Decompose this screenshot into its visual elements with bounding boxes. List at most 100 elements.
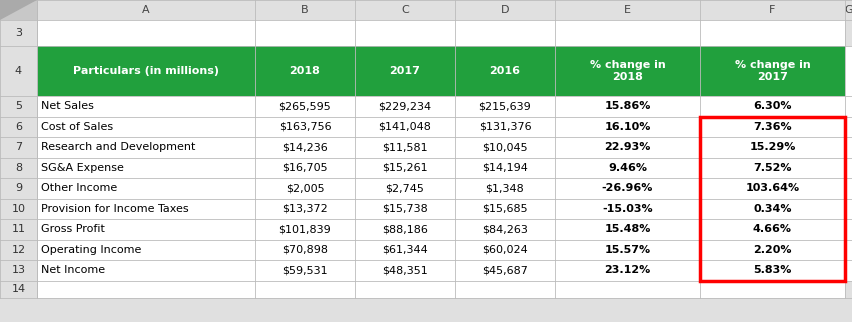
Text: 7.52%: 7.52% (752, 163, 791, 173)
Bar (699, 157, 844, 178)
Text: % change in
2017: % change in 2017 (734, 60, 809, 82)
Bar (454, 117, 555, 137)
Text: $13,372: $13,372 (282, 204, 327, 214)
Bar (0, 137, 37, 157)
Bar (454, 178, 555, 198)
Bar (0, 260, 37, 280)
Bar (255, 96, 354, 117)
Bar (354, 157, 454, 178)
Text: Operating Income: Operating Income (41, 245, 141, 255)
Text: SG&A Expense: SG&A Expense (41, 163, 124, 173)
Bar (37, 198, 255, 219)
Bar (454, 240, 555, 260)
Bar (844, 240, 852, 260)
Bar (354, 240, 454, 260)
Text: 2017: 2017 (389, 66, 420, 76)
Bar (844, 219, 852, 240)
Text: $215,639: $215,639 (478, 101, 531, 111)
Text: $48,351: $48,351 (382, 265, 428, 275)
Bar (0, 157, 37, 178)
Text: $10,045: $10,045 (481, 142, 527, 152)
Text: 15.57%: 15.57% (604, 245, 650, 255)
Text: 4.66%: 4.66% (752, 224, 791, 234)
Text: $60,024: $60,024 (481, 245, 527, 255)
Bar (0, 280, 37, 298)
Text: 15.86%: 15.86% (603, 101, 650, 111)
Bar (37, 219, 255, 240)
Bar (255, 137, 354, 157)
Bar (354, 96, 454, 117)
Bar (699, 137, 844, 157)
Text: 14: 14 (11, 284, 26, 294)
Text: 2018: 2018 (289, 66, 320, 76)
Text: 5: 5 (15, 101, 22, 111)
Text: -26.96%: -26.96% (602, 183, 653, 193)
Bar (555, 96, 699, 117)
Bar (37, 178, 255, 198)
Text: 9.46%: 9.46% (607, 163, 646, 173)
Bar (354, 46, 454, 96)
Bar (37, 137, 255, 157)
Text: Provision for Income Taxes: Provision for Income Taxes (41, 204, 188, 214)
Text: Research and Development: Research and Development (41, 142, 195, 152)
Text: F: F (769, 5, 774, 15)
Text: $15,685: $15,685 (481, 204, 527, 214)
Text: $163,756: $163,756 (279, 122, 331, 132)
Bar (0, 46, 37, 96)
Bar (844, 260, 852, 280)
Text: $16,705: $16,705 (282, 163, 327, 173)
Bar (255, 198, 354, 219)
Bar (844, 280, 852, 298)
Bar (699, 46, 844, 96)
Text: $14,236: $14,236 (282, 142, 327, 152)
Text: 11: 11 (11, 224, 26, 234)
Bar (0, 219, 37, 240)
Bar (699, 198, 844, 219)
Bar (255, 117, 354, 137)
Bar (699, 219, 844, 240)
Polygon shape (0, 0, 37, 20)
Text: $59,531: $59,531 (282, 265, 327, 275)
Bar (354, 219, 454, 240)
Text: 16.10%: 16.10% (603, 122, 650, 132)
Text: 3: 3 (15, 28, 22, 38)
Text: 5.83%: 5.83% (752, 265, 791, 275)
Text: 22.93%: 22.93% (603, 142, 650, 152)
Text: $229,234: $229,234 (378, 101, 431, 111)
Bar (844, 20, 852, 46)
Text: Cost of Sales: Cost of Sales (41, 122, 113, 132)
Text: 6: 6 (15, 122, 22, 132)
Text: $15,738: $15,738 (382, 204, 428, 214)
Bar (844, 157, 852, 178)
Text: 2.20%: 2.20% (752, 245, 791, 255)
Bar (255, 219, 354, 240)
Text: 2016: 2016 (489, 66, 520, 76)
Text: E: E (624, 5, 630, 15)
Text: A: A (142, 5, 150, 15)
Text: $1,348: $1,348 (485, 183, 524, 193)
Text: $11,581: $11,581 (382, 142, 428, 152)
Bar (555, 46, 699, 96)
Text: $2,745: $2,745 (385, 183, 424, 193)
Bar (699, 260, 844, 280)
Bar (255, 46, 354, 96)
Text: -15.03%: -15.03% (602, 204, 652, 214)
Bar (555, 137, 699, 157)
Text: $101,839: $101,839 (279, 224, 331, 234)
Bar (555, 157, 699, 178)
Bar (844, 178, 852, 198)
Bar (555, 240, 699, 260)
Text: B: B (301, 5, 308, 15)
Text: $84,263: $84,263 (481, 224, 527, 234)
Bar (0, 198, 37, 219)
Bar (0, 178, 37, 198)
Bar (844, 198, 852, 219)
Bar (37, 46, 255, 96)
Text: 103.64%: 103.64% (745, 183, 798, 193)
Bar (844, 137, 852, 157)
Text: $45,687: $45,687 (481, 265, 527, 275)
Bar (555, 117, 699, 137)
Text: Other Income: Other Income (41, 183, 117, 193)
Bar (255, 178, 354, 198)
Text: $15,261: $15,261 (382, 163, 428, 173)
